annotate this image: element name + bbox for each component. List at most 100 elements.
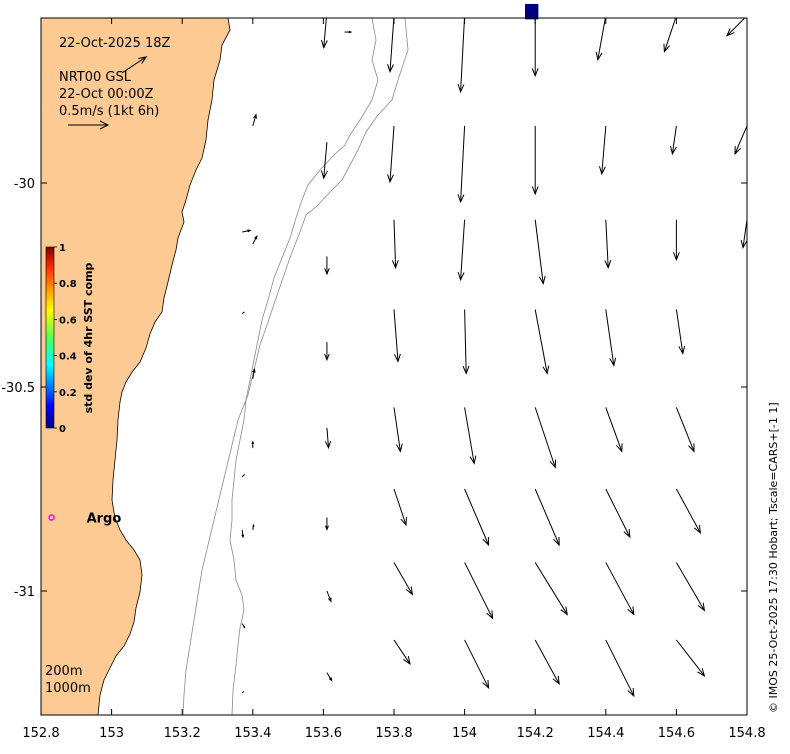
current-vector: [344, 30, 353, 34]
current-vector: [605, 309, 617, 367]
current-vector: [663, 18, 677, 53]
current-vector: [251, 440, 255, 449]
current-vector: [595, 18, 606, 62]
current-vector: [534, 219, 546, 286]
current-vector: [121, 56, 148, 74]
current-vector: [242, 229, 252, 233]
colorbar-tick-label: 0.6: [59, 315, 77, 326]
current-vector: [252, 367, 256, 379]
x-tick-label: 153: [99, 726, 124, 741]
current-vector: [605, 639, 635, 698]
y-tick-label: -30.5: [1, 381, 35, 396]
current-vector: [393, 407, 403, 453]
current-vector: [598, 125, 607, 176]
current-vector: [252, 234, 258, 245]
current-vector: [393, 488, 407, 527]
y-tick-label: -31: [14, 585, 35, 600]
current-vector: [464, 639, 490, 690]
current-vector: [672, 219, 680, 262]
x-tick-label: 153.8: [375, 726, 412, 741]
current-vector: [324, 517, 329, 531]
x-tick-label: 153.4: [234, 726, 271, 741]
current-vector: [675, 407, 695, 453]
sst-std-dev-patch: [524, 3, 539, 20]
current-vector: [734, 125, 747, 156]
current-vector: [464, 562, 494, 620]
product-time: 22-Oct 00:00Z: [59, 87, 154, 102]
current-vector: [241, 311, 245, 314]
current-vector: [534, 407, 557, 469]
argo-float-marker: [48, 514, 55, 521]
colorbar-tick-label: 1: [59, 243, 66, 254]
current-vector: [241, 691, 245, 694]
current-vector: [324, 342, 330, 362]
current-vector: [384, 0, 394, 10]
current-vector: [252, 113, 257, 127]
current-vector: [320, 18, 328, 49]
current-vector: [458, 0, 465, 6]
colorbar-tick-label: 0.8: [59, 279, 77, 290]
colorbar-ticks: 1 0.8 0.6 0.4 0.2 0: [54, 243, 77, 435]
colorbar-tick-label: 0.4: [59, 352, 77, 363]
argo-label: Argo: [87, 512, 122, 527]
credit-text: © IMOS 25-Oct-2025 17:30 Hobart; Tscale=…: [767, 402, 780, 713]
coastline-land: [41, 18, 231, 715]
current-vector: [726, 18, 746, 37]
x-axis-ticks: 152.8 153 153.2 153.4 153.6 153.8 154 154.2 154.…: [22, 18, 766, 741]
current-vector: [464, 488, 490, 547]
current-vector: [605, 407, 623, 453]
current-vector: [534, 488, 560, 547]
current-vector: [387, 18, 395, 74]
colorbar-title: std dev of 4hr SST comp: [82, 262, 95, 413]
vector-scale-arrow: [68, 120, 110, 130]
current-vector: [676, 639, 706, 678]
x-tick-label: 152.8: [22, 726, 59, 741]
x-tick-label: 154.8: [728, 726, 765, 741]
current-vector: [241, 474, 245, 478]
current-vector: [605, 562, 635, 616]
current-vector: [252, 523, 255, 530]
current-vector: [457, 219, 466, 282]
y-axis-ticks: -30 -30.5 -31: [1, 177, 747, 600]
x-tick-label: 153.2: [164, 726, 201, 741]
current-vector: [675, 488, 702, 535]
x-tick-label: 154: [452, 726, 477, 741]
current-vector: [393, 562, 414, 596]
x-tick-label: 153.6: [305, 726, 342, 741]
isobath-200m: [229, 18, 379, 715]
colorbar-tick-label: 0.2: [59, 388, 77, 399]
current-vector: [740, 219, 747, 250]
current-vector: [241, 529, 245, 539]
current-vector: [675, 309, 686, 355]
current-vectors: [121, 0, 747, 698]
isobath-1000m: [182, 18, 409, 715]
current-vector: [324, 427, 332, 450]
colorbar: 1 0.8 0.6 0.4 0.2 0 std dev of 4hr SST comp: [45, 243, 95, 435]
current-vector: [464, 407, 477, 465]
isobath-label-1000m: 1000m: [45, 681, 91, 696]
current-vector: [675, 562, 706, 612]
map-title-date: 22-Oct-2025 18Z: [59, 36, 171, 51]
current-vector: [534, 562, 568, 616]
current-vector: [531, 125, 539, 196]
current-vector: [324, 256, 330, 276]
y-tick-label: -30: [14, 177, 35, 192]
current-vector: [241, 623, 246, 629]
current-vector: [391, 219, 399, 270]
x-tick-label: 154.6: [658, 726, 695, 741]
vector-scale-label: 0.5m/s (1kt 6h): [59, 104, 159, 119]
current-vector: [387, 125, 395, 184]
current-vector: [604, 219, 612, 270]
x-tick-label: 154.2: [517, 726, 554, 741]
current-vector: [670, 125, 677, 156]
current-vector: [605, 488, 631, 539]
isobath-label-200m: 200m: [45, 664, 82, 679]
current-vector: [393, 309, 401, 363]
x-tick-label: 154.4: [587, 726, 624, 741]
current-vector: [393, 639, 411, 666]
product-name: NRT00 GSL: [59, 70, 132, 85]
current-vector: [534, 309, 550, 375]
current-vector: [326, 590, 332, 603]
current-vector: [326, 672, 333, 682]
